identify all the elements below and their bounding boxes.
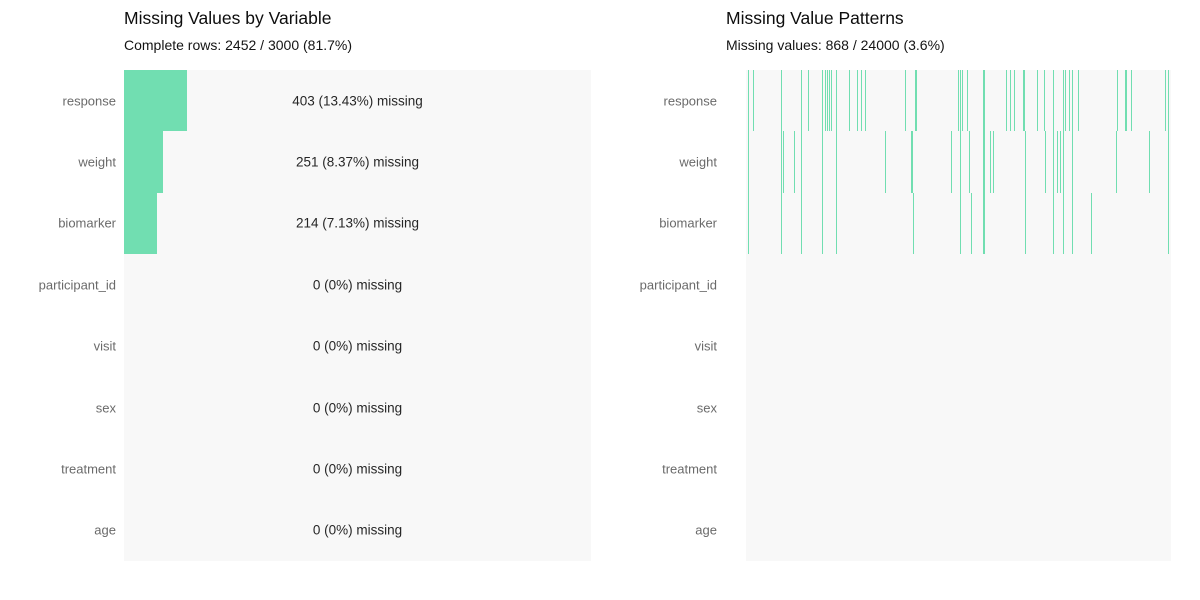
missing-cell-line bbox=[913, 192, 915, 255]
missing-cell-line bbox=[800, 70, 802, 255]
missing-cell-line bbox=[911, 131, 914, 193]
missing-cell-line bbox=[990, 131, 992, 193]
missing-cell-line bbox=[826, 70, 828, 132]
right-chart-subtitle: Missing values: 868 / 24000 (3.6%) bbox=[726, 37, 945, 53]
axis-label-sex: sex bbox=[696, 400, 717, 416]
missing-cell-line bbox=[821, 70, 823, 255]
missing-cell-line bbox=[1023, 70, 1026, 132]
axis-label-visit: visit bbox=[93, 338, 116, 354]
missing-cell-line bbox=[1168, 70, 1170, 255]
missing-cell-line bbox=[1069, 70, 1071, 132]
missing-cell-line bbox=[885, 131, 887, 193]
missing-cell-line bbox=[1115, 131, 1117, 193]
missing-cell-line bbox=[830, 70, 832, 132]
missing-cell-line bbox=[1044, 70, 1045, 132]
missing-count-label-weight: 251 (8.37%) missing bbox=[295, 154, 420, 170]
missing-cell-line bbox=[1149, 131, 1151, 193]
missing-cell-line bbox=[1036, 70, 1038, 132]
missing-bar-response bbox=[124, 70, 187, 132]
missing-cell-line bbox=[865, 70, 866, 132]
missing-cell-line bbox=[1116, 70, 1118, 132]
missing-cell-line bbox=[969, 131, 971, 193]
missing-cell-line bbox=[808, 70, 809, 132]
axis-label-biomarker: biomarker bbox=[58, 215, 116, 231]
missing-cell-line bbox=[1131, 70, 1132, 132]
missing-cell-line bbox=[857, 70, 858, 132]
missing-cell-line bbox=[782, 131, 784, 193]
axis-label-weight: weight bbox=[78, 154, 116, 170]
missing-cell-line bbox=[824, 70, 826, 132]
missing-cell-line bbox=[951, 131, 953, 193]
axis-label-biomarker: biomarker bbox=[659, 215, 717, 231]
missing-cell-line bbox=[1024, 131, 1026, 255]
missing-cell-line bbox=[1044, 131, 1046, 193]
missing-cell-line bbox=[1165, 70, 1166, 132]
missing-cell-line bbox=[960, 70, 962, 255]
missing-cell-line bbox=[1078, 70, 1080, 132]
missing-count-label-visit: 0 (0%) missing bbox=[312, 338, 403, 354]
axis-label-treatment: treatment bbox=[61, 461, 116, 477]
missing-cell-line bbox=[1063, 70, 1065, 255]
missing-cell-line bbox=[836, 70, 837, 255]
missing-cell-line bbox=[1005, 70, 1007, 132]
missing-count-label-response: 403 (13.43%) missing bbox=[292, 93, 423, 109]
missing-cell-line bbox=[993, 131, 995, 193]
missing-bar-weight bbox=[124, 131, 164, 193]
axis-label-treatment: treatment bbox=[662, 461, 717, 477]
missing-cell-line bbox=[970, 192, 972, 255]
left-chart-subtitle: Complete rows: 2452 / 3000 (81.7%) bbox=[124, 37, 353, 53]
missing-cell-line bbox=[958, 70, 960, 132]
missing-cell-line bbox=[1056, 131, 1058, 193]
missing-cell-line bbox=[747, 70, 749, 255]
missing-count-label-treatment: 0 (0%) missing bbox=[312, 461, 403, 477]
missing-cell-line bbox=[753, 70, 755, 132]
missing-cell-line bbox=[915, 70, 918, 132]
axis-label-age: age bbox=[695, 522, 717, 538]
axis-label-age: age bbox=[94, 522, 116, 538]
missing-cell-line bbox=[967, 70, 969, 132]
missing-count-label-biomarker: 214 (7.13%) missing bbox=[295, 215, 420, 231]
missing-cell-line bbox=[861, 70, 862, 132]
missing-cell-line bbox=[1071, 70, 1073, 255]
axis-label-sex: sex bbox=[95, 400, 116, 416]
axis-label-weight: weight bbox=[679, 154, 717, 170]
missing-count-label-age: 0 (0%) missing bbox=[312, 522, 403, 538]
axis-label-response: response bbox=[62, 93, 116, 109]
axis-label-visit: visit bbox=[694, 338, 717, 354]
left-chart-title: Missing Values by Variable bbox=[124, 8, 332, 28]
missing-cell-line bbox=[962, 70, 964, 132]
missing-cell-line bbox=[1010, 70, 1011, 132]
missing-cell-line bbox=[904, 70, 906, 132]
missing-bar-biomarker bbox=[124, 192, 158, 255]
missing-cell-line bbox=[849, 70, 851, 132]
missing-cell-line bbox=[1065, 70, 1067, 132]
axis-label-participant_id: participant_id bbox=[639, 277, 717, 293]
missing-pattern-plot bbox=[746, 70, 1171, 561]
missing-cell-line bbox=[1125, 70, 1128, 132]
missing-cell-line bbox=[983, 70, 986, 255]
missing-cell-line bbox=[780, 70, 782, 255]
missing-by-variable-plot: 403 (13.43%) missing 251 (8.37%) missing 2… bbox=[124, 70, 591, 561]
axis-label-response: response bbox=[663, 93, 717, 109]
missing-count-label-sex: 0 (0%) missing bbox=[312, 400, 403, 416]
axis-label-participant_id: participant_id bbox=[38, 277, 116, 293]
missing-cell-line bbox=[1059, 131, 1061, 193]
missing-cell-line bbox=[828, 70, 830, 132]
missing-cell-line bbox=[1052, 70, 1054, 255]
missing-count-label-participant_id: 0 (0%) missing bbox=[312, 277, 403, 293]
missing-cell-line bbox=[794, 131, 796, 193]
missing-cell-line bbox=[1090, 192, 1092, 255]
missing-cell-line bbox=[1014, 70, 1015, 132]
right-chart-title: Missing Value Patterns bbox=[726, 8, 904, 28]
